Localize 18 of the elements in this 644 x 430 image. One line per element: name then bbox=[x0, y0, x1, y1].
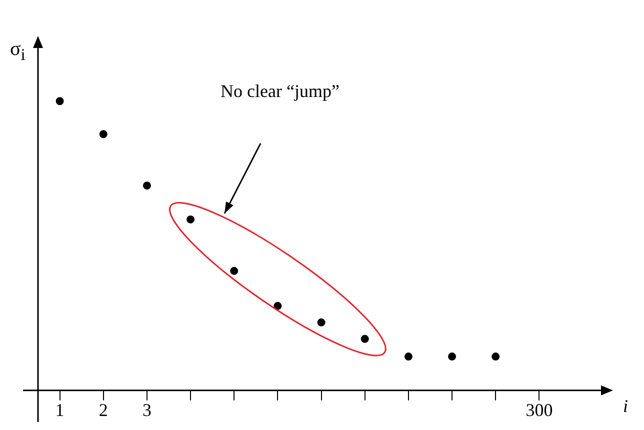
point bbox=[230, 266, 238, 275]
annotation: No clear “jump” bbox=[220, 81, 340, 102]
x-tick-label: 1 bbox=[55, 400, 64, 420]
x-tick-label: 2 bbox=[98, 400, 108, 420]
x-tick-label: 3 bbox=[142, 400, 152, 420]
point bbox=[492, 352, 500, 361]
point bbox=[404, 352, 412, 361]
point bbox=[274, 302, 282, 310]
point bbox=[360, 334, 369, 343]
point bbox=[142, 182, 151, 190]
x-tick-label: 300 bbox=[526, 400, 553, 420]
point bbox=[317, 318, 326, 326]
point bbox=[56, 97, 64, 106]
point bbox=[186, 215, 195, 224]
x-axis-title: i bbox=[623, 396, 628, 418]
point bbox=[99, 130, 108, 138]
y-axis-title: σ$_{i}$ bbox=[10, 38, 26, 65]
point bbox=[448, 352, 456, 361]
